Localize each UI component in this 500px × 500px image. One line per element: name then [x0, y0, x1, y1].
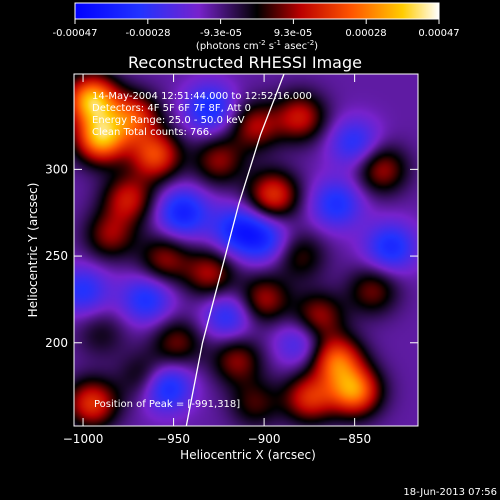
chart-title: Reconstructed RHESSI Image — [128, 53, 362, 72]
annotation-time-range: 14-May-2004 12:51:44.000 to 12:52:16.000 — [92, 91, 312, 102]
colorbar-tick-4: 0.00028 — [345, 28, 386, 39]
y-axis-label: Heliocentric Y (arcsec) — [26, 183, 40, 318]
colorbar-tick-5: 0.00047 — [418, 28, 459, 39]
plot-frame — [73, 73, 419, 427]
x-tick-label: −950 — [157, 432, 190, 446]
colorbar-units: (photons cm-2 s-1 asec-2) — [196, 39, 318, 52]
annotation-detectors: Detectors: 4F 5F 6F 7F 8F, Att 0 — [92, 103, 251, 114]
colorbar-tick-2: -9.3e-05 — [200, 28, 242, 39]
annotation-energy: Energy Range: 25.0 - 50.0 keV — [92, 115, 245, 126]
footer-timestamp: 18-Jun-2013 07:56 — [403, 487, 497, 498]
x-tick-label: −850 — [338, 432, 371, 446]
colorbar-tick-1: -0.00028 — [126, 28, 171, 39]
annotation-peak: Position of Peak = [-991,318] — [94, 399, 240, 410]
y-tick-label: 300 — [45, 162, 68, 176]
x-tick-label: −1000 — [63, 432, 104, 446]
annotations: 14-May-2004 12:51:44.000 to 12:52:16.000… — [92, 91, 312, 410]
y-tick-label: 200 — [45, 336, 68, 350]
solar-limb-curve — [185, 74, 285, 426]
y-axis: 200 250 300 — [45, 162, 418, 350]
colorbar — [74, 2, 440, 20]
y-tick-label: 250 — [45, 249, 68, 263]
annotation-counts: Clean Total counts: 766. — [92, 127, 212, 138]
colorbar-tick-0: -0.00047 — [53, 28, 98, 39]
x-axis: −1000 −950 −900 −850 — [63, 74, 371, 446]
x-tick-label: −900 — [248, 432, 281, 446]
colorbar-tick-3: 9.3e-05 — [274, 28, 312, 39]
x-axis-label: Heliocentric X (arcsec) — [180, 448, 316, 462]
colorbar-ticks — [74, 19, 440, 24]
heatmap-image — [74, 74, 418, 426]
